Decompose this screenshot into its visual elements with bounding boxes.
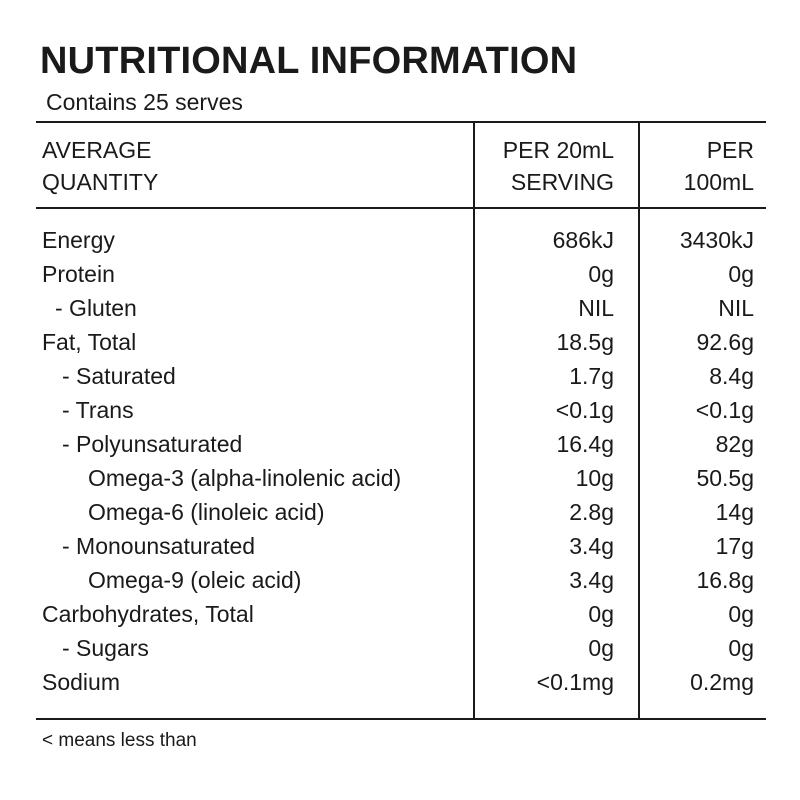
table-row: Omega-9 (oleic acid) 3.4g 16.8g <box>0 563 800 597</box>
value-per-100ml: 0g <box>728 601 754 627</box>
value-per-serving: 10g <box>575 465 614 491</box>
table-row: - Saturated 1.7g 8.4g <box>0 359 800 393</box>
value-per-100ml: <0.1g <box>695 397 754 423</box>
header-label: QUANTITY <box>42 169 159 195</box>
value-per-100ml: 14g <box>715 499 754 525</box>
header-label: AVERAGE <box>42 137 152 163</box>
table-row: - Sugars 0g 0g <box>0 631 800 665</box>
nutrient-name: Omega-3 (alpha-linolenic acid) <box>88 465 402 491</box>
servings-note: Contains 25 serves <box>46 89 243 115</box>
value-per-100ml: 82g <box>715 431 754 457</box>
value-per-serving: 3.4g <box>569 567 614 593</box>
nutrient-name: - Saturated <box>62 363 176 389</box>
nutrient-name: - Sugars <box>62 635 149 661</box>
table-row: Omega-6 (linoleic acid) 2.8g 14g <box>0 495 800 529</box>
table-row: - Trans <0.1g <0.1g <box>0 393 800 427</box>
header-label: PER <box>706 137 754 163</box>
header-label: PER 20mL <box>502 137 614 163</box>
nutrient-name: - Gluten <box>55 295 137 321</box>
value-per-100ml: 0g <box>728 261 754 287</box>
value-per-serving: 0g <box>588 635 614 661</box>
value-per-serving: 2.8g <box>569 499 614 525</box>
value-per-100ml: NIL <box>718 295 754 321</box>
value-per-100ml: 3430kJ <box>679 227 754 253</box>
table-row: - Polyunsaturated 16.4g 82g <box>0 427 800 461</box>
value-per-serving: 18.5g <box>556 329 614 355</box>
value-per-100ml: 50.5g <box>696 465 754 491</box>
value-per-serving: <0.1mg <box>536 669 614 695</box>
header-bottom-rule <box>36 207 766 209</box>
nutrient-name: Fat, Total <box>42 329 137 355</box>
table-row: Carbohydrates, Total 0g 0g <box>0 597 800 631</box>
nutrient-name: - Trans <box>62 397 134 423</box>
value-per-100ml: 16.8g <box>696 567 754 593</box>
value-per-serving: 0g <box>588 261 614 287</box>
nutrient-name: Protein <box>42 261 115 287</box>
nutrient-name: Carbohydrates, Total <box>42 601 254 627</box>
header-label: SERVING <box>510 169 614 195</box>
table-row: Fat, Total 18.5g 92.6g <box>0 325 800 359</box>
table-row: - Gluten NIL NIL <box>0 291 800 325</box>
nutrition-table-body: Energy 686kJ 3430kJ Protein 0g 0g - Glut… <box>0 223 800 699</box>
table-row: - Monounsaturated 3.4g 17g <box>0 529 800 563</box>
value-per-100ml: 17g <box>715 533 754 559</box>
nutrient-name: Sodium <box>42 669 120 695</box>
table-row: Energy 686kJ 3430kJ <box>0 223 800 257</box>
value-per-serving: 1.7g <box>569 363 614 389</box>
value-per-serving: 3.4g <box>569 533 614 559</box>
value-per-serving: 0g <box>588 601 614 627</box>
column-divider-1 <box>473 122 475 720</box>
table-row: Protein 0g 0g <box>0 257 800 291</box>
page-title: NUTRITIONAL INFORMATION <box>40 40 578 82</box>
value-per-100ml: 0.2mg <box>690 669 754 695</box>
nutrient-name: Omega-9 (oleic acid) <box>88 567 302 593</box>
nutrient-name: Energy <box>42 227 115 253</box>
header-per-100ml: PER 100mL <box>684 134 754 198</box>
value-per-serving: <0.1g <box>555 397 614 423</box>
table-row: Sodium <0.1mg 0.2mg <box>0 665 800 699</box>
footnote: < means less than <box>42 730 197 751</box>
header-label: 100mL <box>683 169 754 195</box>
nutrient-name: - Polyunsaturated <box>62 431 243 457</box>
column-divider-2 <box>638 122 640 720</box>
value-per-serving: 686kJ <box>552 227 614 253</box>
nutrient-name: - Monounsaturated <box>62 533 256 559</box>
header-per-serving: PER 20mL SERVING <box>503 134 614 198</box>
value-per-100ml: 0g <box>728 635 754 661</box>
value-per-100ml: 92.6g <box>696 329 754 355</box>
table-bottom-rule <box>36 718 766 720</box>
value-per-100ml: 8.4g <box>709 363 754 389</box>
value-per-serving: 16.4g <box>556 431 614 457</box>
value-per-serving: NIL <box>578 295 614 321</box>
table-row: Omega-3 (alpha-linolenic acid) 10g 50.5g <box>0 461 800 495</box>
header-average-quantity: AVERAGE QUANTITY <box>42 134 158 198</box>
nutrient-name: Omega-6 (linoleic acid) <box>88 499 325 525</box>
table-top-rule <box>36 121 766 123</box>
